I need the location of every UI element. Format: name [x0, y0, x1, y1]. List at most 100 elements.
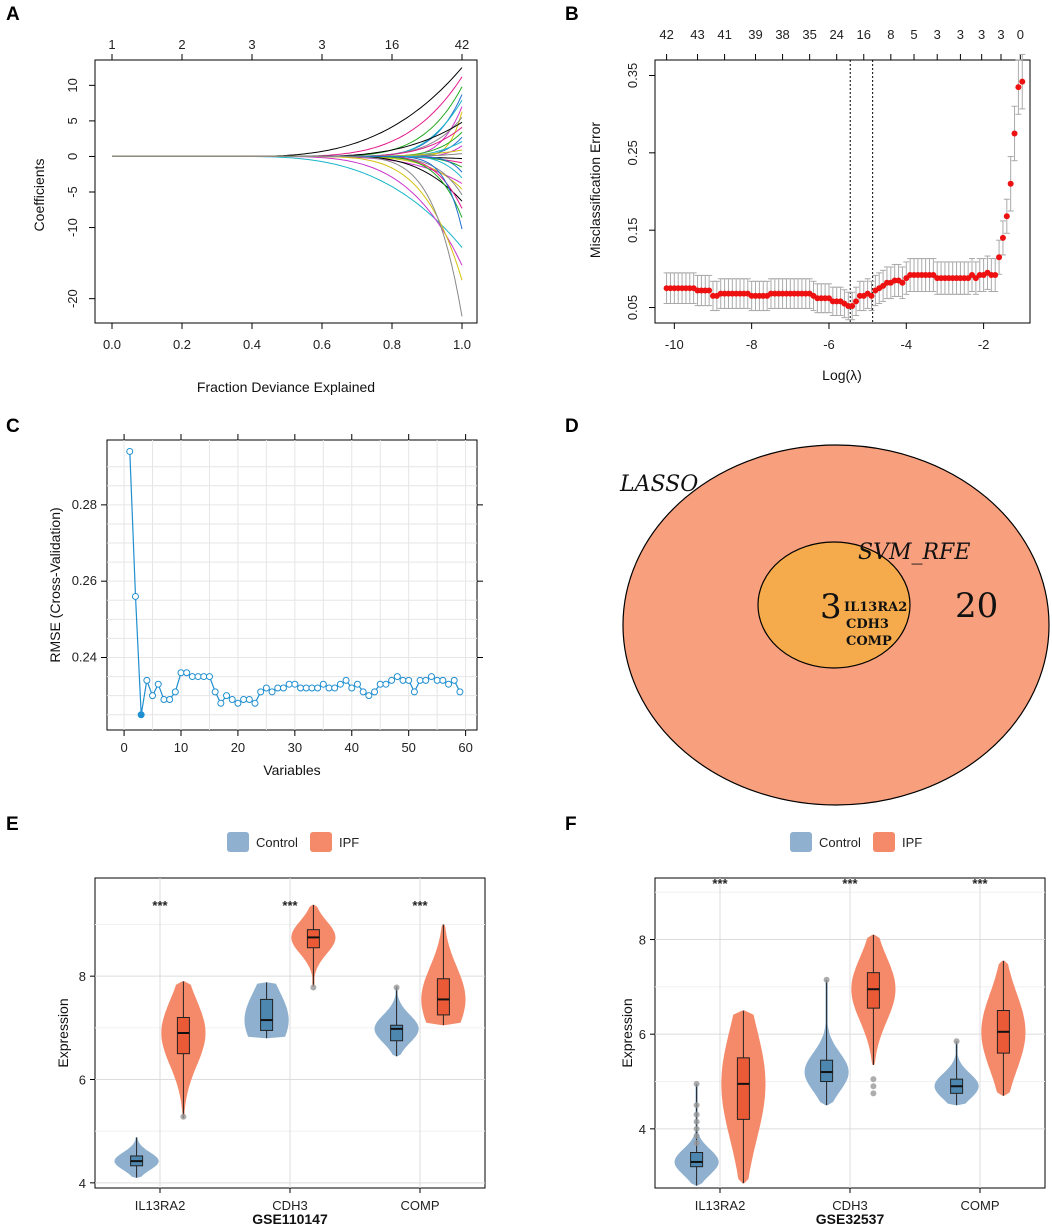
panel-c-point	[126, 447, 134, 455]
panel-c-point	[154, 680, 162, 688]
panel-f-box-ipf	[866, 972, 880, 1009]
panel-c-ytick-label: 0.26	[72, 573, 97, 588]
panel-label-c: C	[6, 416, 20, 437]
panel-f-ytick-label: 4	[639, 1122, 646, 1137]
panel-c-point	[160, 695, 168, 703]
panel-c-point	[319, 680, 327, 688]
panel-f-outlier	[953, 1038, 960, 1045]
panel-c-point	[422, 676, 430, 684]
panel-f-significance: ***	[972, 876, 988, 891]
panel-e-box-ipf	[176, 1017, 190, 1055]
panel-c-point	[274, 684, 282, 692]
panel-b-toptick-label: 35	[802, 27, 816, 42]
panel-c-point	[217, 699, 225, 707]
panel-c-point	[149, 692, 157, 700]
panel-c-point	[393, 673, 401, 681]
panel-a-lasso-coefficients: Fraction Deviance Explained Coefficients…	[31, 37, 478, 395]
panel-c-point	[325, 684, 333, 692]
panel-e-significance: ***	[282, 898, 298, 913]
panel-d-venn: LASSO SVM_RFE 3 20 IL13RA2 CDH3 COMP	[619, 444, 1050, 806]
panel-b-toptick-label: 8	[887, 27, 894, 42]
panel-c-point	[456, 688, 464, 696]
panel-f-significance: ***	[712, 876, 728, 891]
panel-a-coef-path	[112, 155, 463, 281]
panel-c-point	[234, 699, 242, 707]
panel-f-outlier	[693, 1132, 700, 1139]
panel-c-point	[450, 676, 458, 684]
panel-f-xtick-label: CDH3	[832, 1198, 867, 1213]
legend-e-ipf-swatch	[310, 832, 332, 852]
panel-a-toptick-label: 2	[178, 37, 185, 52]
panel-c-frame	[106, 439, 478, 731]
panel-c-point	[285, 680, 293, 688]
panel-b-xlabel: Log(λ)	[822, 367, 862, 383]
panel-f-ytick-label: 6	[639, 1027, 646, 1042]
panel-f-outlier	[693, 1125, 700, 1132]
panel-e-ytick-label: 6	[79, 1073, 86, 1088]
panel-a-xtick-label: 0.4	[243, 337, 261, 352]
panel-f-outlier	[870, 1090, 877, 1097]
panel-c-point	[194, 673, 202, 681]
panel-f-outlier	[693, 1140, 700, 1147]
panel-a-coef-path	[112, 155, 463, 209]
panel-f-violin: Control IPF GSE32537 Expression 4 6 8 IL13R…	[619, 832, 1046, 1227]
panel-e-violin: Control IPF GSE110147 Expression 4 6 8 IL13…	[55, 832, 486, 1227]
panel-a-coef-path	[112, 155, 463, 248]
panel-c-point	[314, 684, 322, 692]
panel-c-point	[131, 592, 139, 600]
panel-a-coef-path	[112, 155, 463, 230]
panel-f-box-control	[820, 1059, 834, 1083]
panel-a-toptick-label: 16	[385, 37, 399, 52]
panel-c-point	[262, 684, 270, 692]
panel-a-xlabel: Fraction Deviance Explained	[197, 379, 375, 395]
panel-b-toptick-label: 39	[748, 27, 762, 42]
panel-c-point	[353, 680, 361, 688]
panel-b-toptick-label: 5	[910, 27, 917, 42]
panel-a-ytick-label: 10	[65, 78, 80, 92]
panel-c-xtick-label: 60	[458, 740, 472, 755]
legend-e-ipf-label: IPF	[339, 835, 359, 850]
panel-c-point	[291, 680, 299, 688]
venn-svm-rfe-label: SVM_RFE	[858, 540, 970, 565]
panel-b-toptick-label: 3	[978, 27, 985, 42]
venn-gene-1: IL13RA2	[844, 600, 907, 615]
panel-e-significance: ***	[152, 898, 168, 913]
panel-c-point	[359, 688, 367, 696]
panel-c-point	[416, 676, 424, 684]
panel-a-xtick-label: 0.8	[383, 337, 401, 352]
venn-lasso-only-count: 20	[955, 586, 998, 626]
panel-b-point	[1015, 84, 1022, 91]
panel-c-xtick-label: 0	[120, 740, 127, 755]
panel-b-toptick-label: 16	[857, 27, 871, 42]
panel-f-box-control	[690, 1152, 704, 1168]
panel-c-xlabel: Variables	[263, 762, 320, 778]
panel-b-toptick-label: 38	[775, 27, 789, 42]
panel-a-ytick-label: -20	[65, 289, 80, 308]
panel-b-toptick-label: 43	[690, 27, 704, 42]
panel-b-ylabel: Misclassification Error	[587, 122, 603, 258]
panel-c-point	[188, 673, 196, 681]
panel-b-toptick-label: 0	[1017, 27, 1024, 42]
panel-b-point	[868, 292, 875, 299]
panel-c-point	[405, 676, 413, 684]
panel-c-point	[297, 684, 305, 692]
panel-c-point	[251, 699, 259, 707]
panel-c-point	[433, 676, 441, 684]
panel-label-a: A	[6, 4, 20, 25]
panel-f-outlier	[693, 1080, 700, 1087]
panel-f-outlier	[693, 1111, 700, 1118]
panel-e-ytick-label: 8	[79, 969, 86, 984]
panel-a-toptick-label: 3	[318, 37, 325, 52]
panel-c-point	[183, 669, 191, 677]
panel-a-frame	[94, 59, 478, 324]
panel-b-frame	[654, 59, 1031, 324]
panel-e-box-control	[260, 998, 274, 1031]
panel-b-point	[992, 272, 999, 279]
panel-f-xtick-label: IL13RA2	[695, 1198, 746, 1213]
panel-label-f: F	[565, 814, 577, 835]
legend-e-control-label: Control	[256, 835, 298, 850]
panel-b-xtick-label: -10	[665, 337, 684, 352]
panel-b-point	[999, 234, 1006, 241]
panel-c-point	[143, 676, 151, 684]
